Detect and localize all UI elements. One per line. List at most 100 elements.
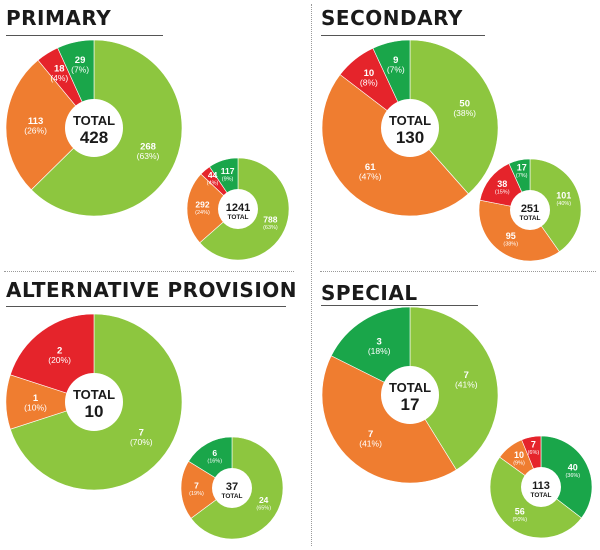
pie-center-hub [65, 99, 123, 157]
slice-value-label: 2 [57, 346, 62, 357]
slice-percent-label: (20%) [48, 355, 71, 365]
pie-slice [478, 199, 560, 262]
pie-center-hub [218, 189, 258, 229]
title-underline [6, 306, 286, 307]
slice-percent-label: (38%) [453, 108, 476, 118]
slice-value-label: 788 [263, 215, 277, 225]
slice-percent-label: (4%) [50, 73, 68, 83]
slice-percent-label: (47%) [359, 171, 382, 181]
total-value: 10 [85, 402, 104, 421]
total-label: TOTAL [519, 215, 540, 222]
pie-slice [5, 59, 95, 191]
total-value: 251 [521, 203, 539, 215]
slice-percent-label: (24%) [195, 210, 210, 216]
total-label: TOTAL [73, 387, 115, 402]
slice-value-label: 9 [393, 55, 398, 66]
slice-percent-label: (7%) [387, 65, 405, 75]
slice-value-label: 268 [140, 142, 156, 153]
slice-percent-label: (7%) [71, 64, 89, 74]
total-label: TOTAL [221, 493, 242, 500]
slice-value-label: 18 [54, 63, 65, 74]
total-label: TOTAL [389, 380, 431, 395]
slice-value-label: 101 [556, 190, 571, 200]
slice-value-label: 38 [497, 179, 507, 189]
slice-percent-label: (40%) [556, 201, 571, 207]
slice-percent-label: (50%) [512, 517, 527, 523]
panel-title-alternative-provision: ALTERNATIVE PROVISION [6, 278, 297, 302]
pie-center-hub [510, 190, 550, 230]
slice-percent-label: (41%) [455, 380, 478, 390]
pie-slice [186, 173, 239, 244]
total-value: 113 [532, 480, 550, 492]
pie-slice [409, 39, 499, 195]
slice-percent-label: (65%) [256, 506, 271, 512]
slice-percent-label: (70%) [130, 437, 153, 447]
slice-value-label: 113 [28, 116, 43, 127]
slice-value-label: 6 [212, 448, 217, 458]
slice-percent-label: (9%) [513, 461, 525, 467]
pie-slice [9, 313, 95, 403]
pie-slice [321, 355, 457, 484]
panel-title-special: SPECIAL [321, 281, 418, 305]
total-value: 1241 [226, 202, 250, 214]
slice-value-label: 10 [364, 68, 375, 79]
slice-value-label: 17 [517, 163, 527, 173]
slice-value-label: 24 [259, 495, 269, 505]
horizontal-divider-right [320, 271, 596, 272]
panel-title-primary: PRIMARY [6, 6, 112, 30]
slice-percent-label: (10%) [24, 403, 47, 413]
slice-value-label: 7 [368, 429, 373, 440]
pie-slice [409, 306, 499, 471]
slice-percent-label: (41%) [359, 439, 382, 449]
pie-center-hub [521, 467, 561, 507]
pie-slice [540, 435, 593, 519]
slice-percent-label: (6%) [528, 450, 540, 456]
total-label: TOTAL [227, 214, 248, 221]
slice-value-label: 44 [208, 170, 218, 180]
total-label: TOTAL [73, 113, 115, 128]
slice-value-label: 7 [531, 440, 536, 450]
slice-percent-label: (4%) [207, 181, 219, 187]
title-underline [321, 305, 478, 306]
slice-percent-label: (15%) [495, 190, 510, 196]
slice-percent-label: (8%) [360, 77, 378, 87]
pie-slice [180, 460, 233, 519]
total-value: 17 [401, 395, 420, 414]
horizontal-divider-left [4, 271, 294, 272]
slice-value-label: 117 [221, 166, 235, 176]
slice-percent-label: (38%) [503, 241, 518, 247]
slice-value-label: 7 [464, 370, 469, 381]
slice-percent-label: (36%) [565, 473, 580, 479]
pie-center-hub [212, 468, 252, 508]
slice-value-label: 7 [194, 481, 199, 491]
slice-percent-label: (63%) [263, 225, 278, 231]
total-value: 428 [80, 128, 108, 147]
slice-percent-label: (7%) [516, 173, 528, 179]
total-label: TOTAL [530, 492, 551, 499]
total-value: 130 [396, 128, 424, 147]
slice-value-label: 95 [506, 231, 516, 241]
slice-percent-label: (19%) [189, 491, 204, 497]
pie-center-hub [381, 366, 439, 424]
title-underline [6, 35, 163, 36]
slice-percent-label: (16%) [207, 459, 222, 465]
vertical-divider [311, 4, 312, 546]
pie-slice [330, 306, 411, 396]
slice-percent-label: (63%) [137, 151, 160, 161]
title-underline [321, 35, 485, 36]
slice-percent-label: (9%) [222, 177, 234, 183]
slice-value-label: 50 [459, 98, 470, 109]
slice-value-label: 7 [139, 427, 144, 438]
total-label: TOTAL [389, 113, 431, 128]
panel-title-secondary: SECONDARY [321, 6, 463, 30]
pie-center-hub [65, 373, 123, 431]
